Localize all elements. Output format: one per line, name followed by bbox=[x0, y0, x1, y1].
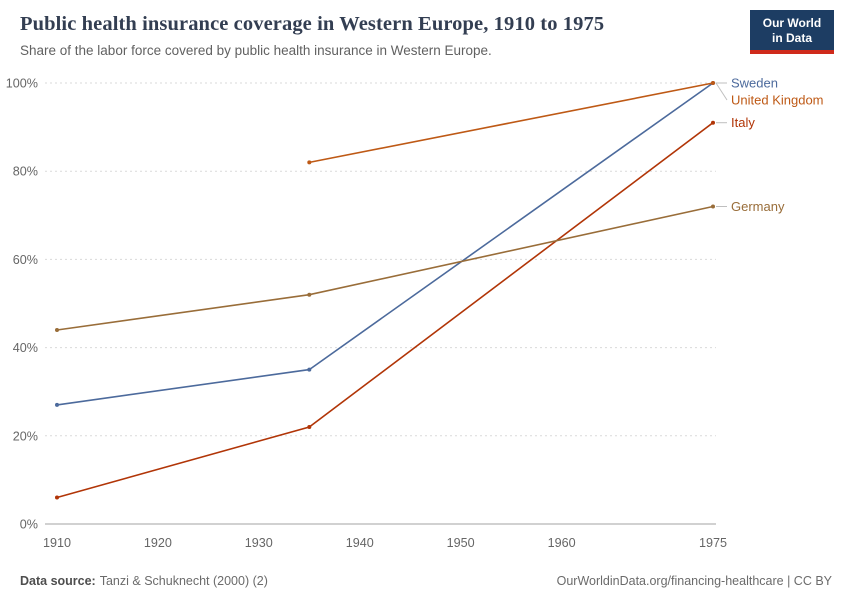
point-germany[interactable] bbox=[307, 292, 312, 297]
x-tick-label: 1910 bbox=[43, 536, 71, 550]
y-tick-label: 20% bbox=[13, 429, 38, 443]
chart-footer: Data source: Tanzi & Schuknecht (2000) (2… bbox=[20, 574, 832, 588]
point-germany[interactable] bbox=[55, 327, 59, 332]
x-tick-label: 1950 bbox=[447, 536, 475, 550]
data-source: Data source: Tanzi & Schuknecht (2000) (2… bbox=[20, 574, 268, 588]
point-italy[interactable] bbox=[711, 120, 715, 125]
point-united-kingdom[interactable] bbox=[307, 159, 312, 164]
point-united-kingdom[interactable] bbox=[711, 80, 715, 85]
credit-link[interactable]: OurWorldinData.org/financing-healthcare … bbox=[556, 574, 832, 588]
line-germany[interactable] bbox=[56, 205, 714, 331]
point-germany[interactable] bbox=[711, 204, 715, 209]
label-connector-united-kingdom bbox=[715, 82, 728, 100]
y-tick-label: 80% bbox=[13, 164, 38, 178]
y-tick-label: 40% bbox=[13, 341, 38, 355]
line-sweden[interactable] bbox=[56, 81, 714, 406]
source-text: Tanzi & Schuknecht (2000) (2) bbox=[99, 574, 268, 588]
chart-header: Public health insurance coverage in West… bbox=[0, 0, 850, 58]
line-italy[interactable] bbox=[56, 121, 714, 498]
point-sweden[interactable] bbox=[55, 402, 59, 407]
point-sweden[interactable] bbox=[307, 367, 312, 372]
point-italy[interactable] bbox=[55, 495, 59, 500]
page-title: Public health insurance coverage in West… bbox=[20, 13, 605, 35]
x-tick-label: 1930 bbox=[245, 536, 273, 550]
owid-logo[interactable]: Our World in Data bbox=[750, 10, 834, 54]
y-tick-label: 100% bbox=[6, 76, 38, 90]
chart-subtitle: Share of the labor force covered by publ… bbox=[20, 42, 492, 58]
source-label: Data source: bbox=[20, 574, 96, 588]
y-tick-label: 0% bbox=[20, 517, 38, 531]
logo-line2: in Data bbox=[771, 31, 812, 45]
line-united-kingdom[interactable] bbox=[309, 81, 714, 163]
series-label-united-kingdom[interactable]: United Kingdom bbox=[731, 92, 824, 107]
logo-line1: Our World bbox=[762, 16, 822, 30]
chart-svg: 0% 20% 40% 60% 80% 100% 1910 1920 1930 1940 1950 19… bbox=[6, 75, 824, 550]
series-label-germany[interactable]: Germany bbox=[731, 199, 785, 214]
y-tick-label: 60% bbox=[13, 252, 38, 266]
series-label-sweden[interactable]: Sweden bbox=[731, 75, 778, 90]
x-tick-label: 1975 bbox=[699, 536, 727, 550]
series-label-italy[interactable]: Italy bbox=[731, 115, 755, 130]
x-tick-label: 1940 bbox=[346, 536, 374, 550]
point-italy[interactable] bbox=[307, 424, 312, 429]
x-tick-label: 1920 bbox=[144, 536, 172, 550]
x-tick-label: 1960 bbox=[548, 536, 576, 550]
